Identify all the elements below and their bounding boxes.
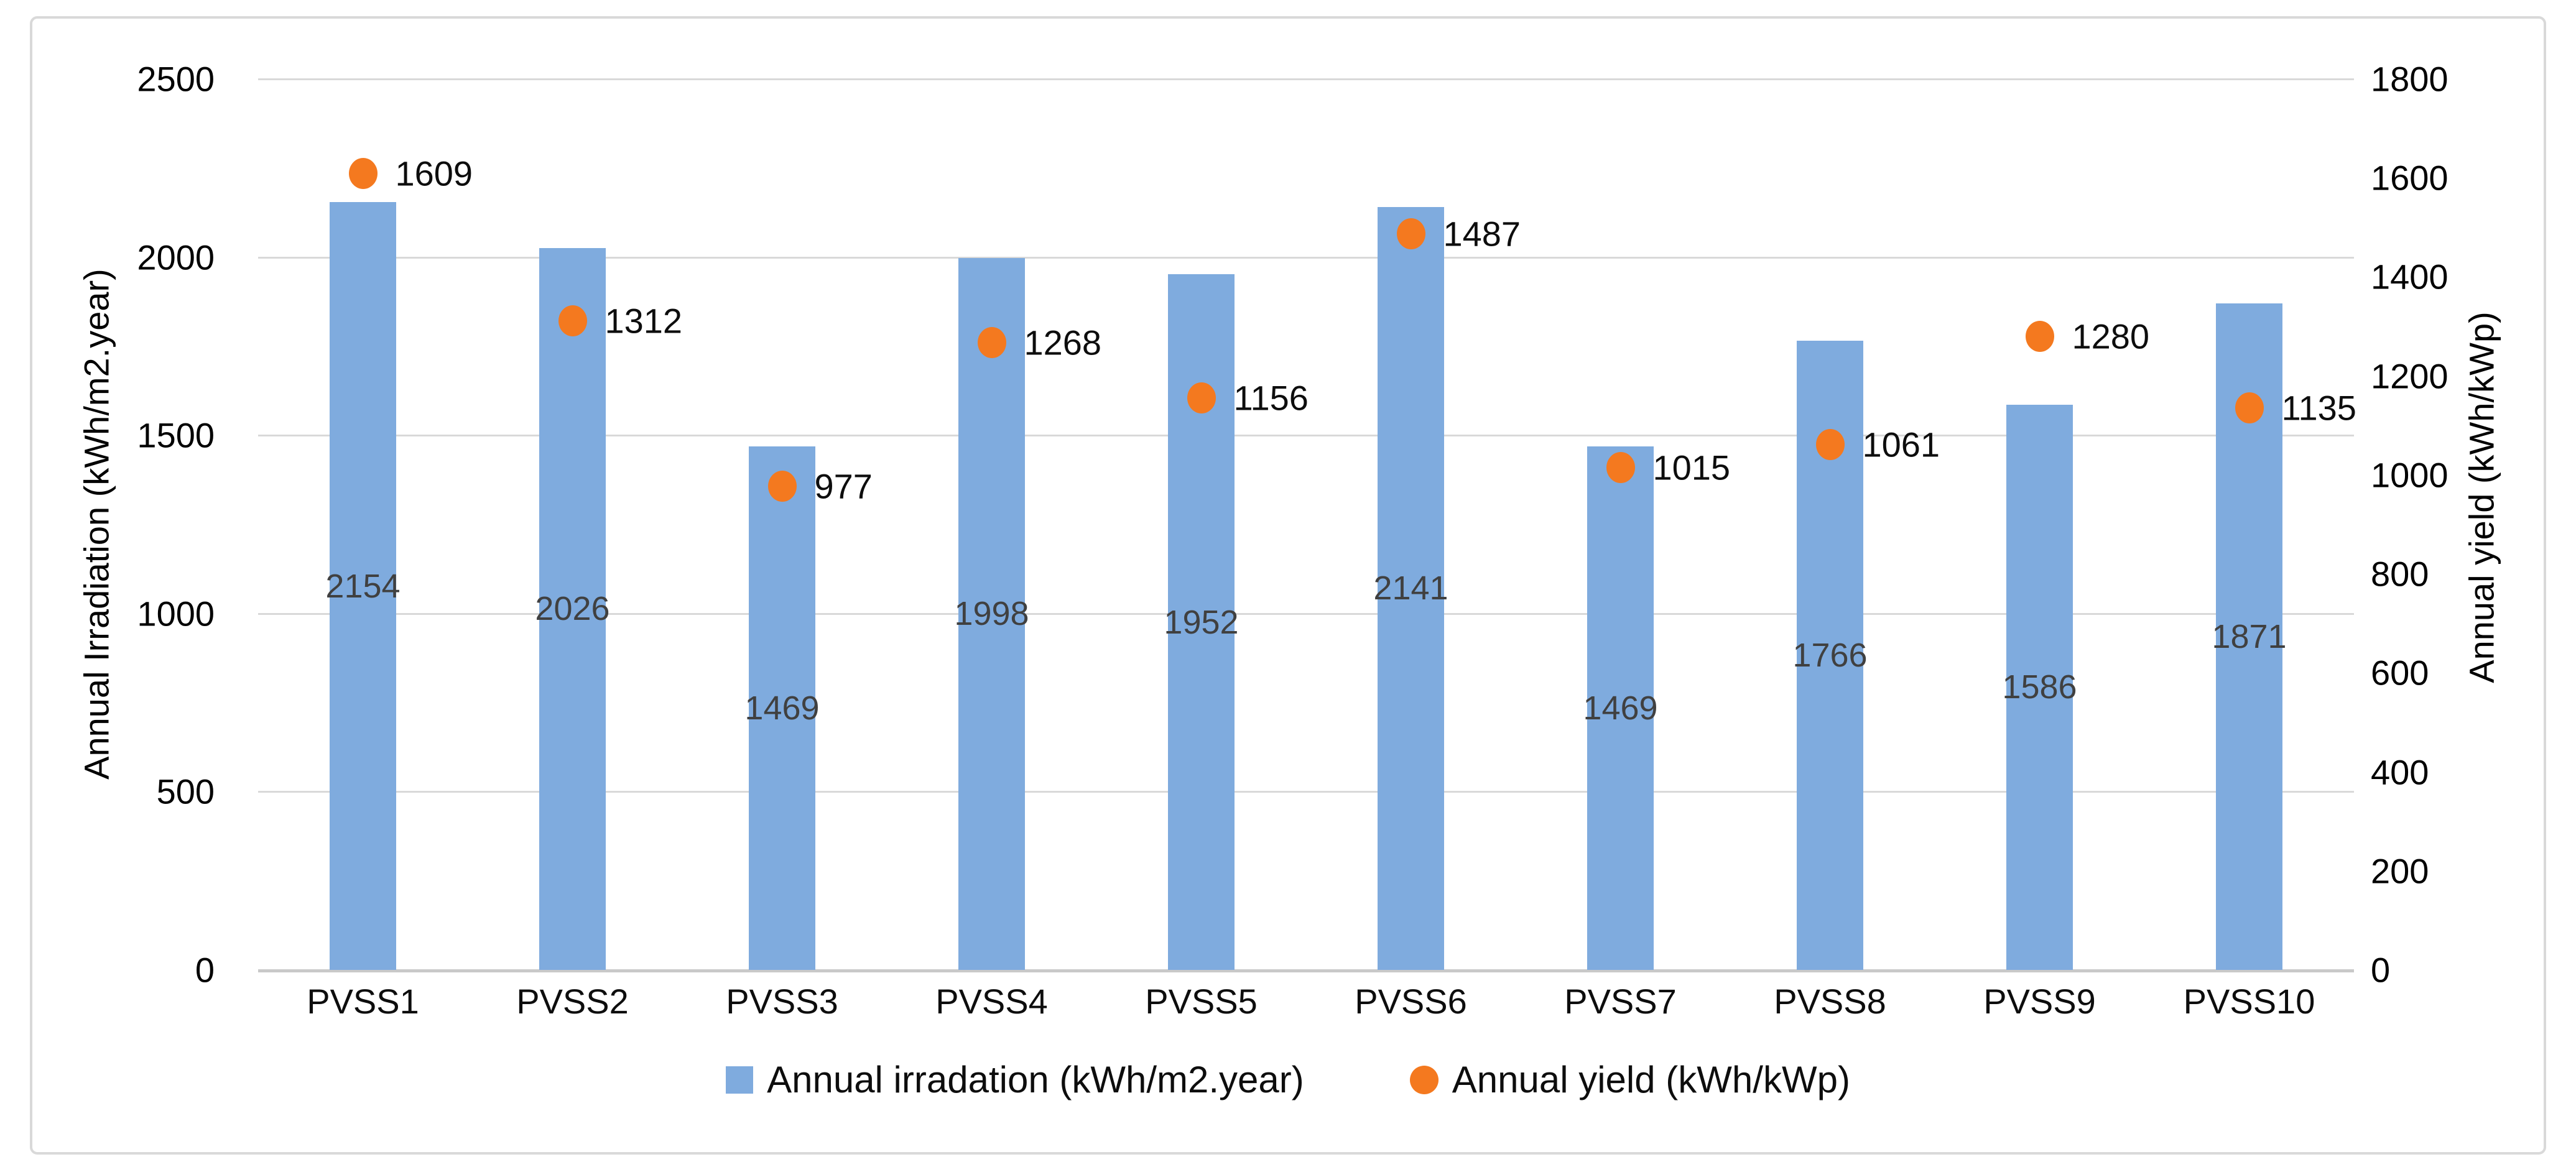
bar-value-label-PVSS2: 2026 — [535, 590, 610, 628]
right-tick-1200: 1200 — [2371, 356, 2449, 396]
category-label-PVSS2: PVSS2 — [516, 982, 629, 1021]
yield-marker-PVSS7 — [1606, 451, 1635, 483]
right-tick-600: 600 — [2371, 653, 2429, 693]
category-label-PVSS7: PVSS7 — [1564, 982, 1677, 1021]
yield-value-label-PVSS6: 1487 — [1443, 214, 1521, 254]
yield-value-label-PVSS4: 1268 — [1024, 323, 1102, 362]
legend-label-yield: Annual yield (kWh/kWp) — [1452, 1059, 1850, 1100]
right-tick-400: 400 — [2371, 752, 2429, 792]
yield-value-label-PVSS2: 1312 — [605, 301, 683, 340]
right-tick-1800: 1800 — [2371, 59, 2449, 99]
gridline-500 — [258, 791, 2354, 793]
bar-PVSS1 — [330, 202, 396, 970]
legend-item-irradiation: Annual irradation (kWh/m2.year) — [726, 1058, 1304, 1101]
bar-value-label-PVSS6: 2141 — [1373, 570, 1448, 607]
gridline-2500 — [258, 78, 2354, 80]
left-tick-2000: 2000 — [137, 238, 215, 277]
category-label-PVSS4: PVSS4 — [935, 982, 1048, 1021]
yield-value-label-PVSS3: 977 — [814, 466, 873, 506]
legend-label-irradiation: Annual irradation (kWh/m2.year) — [767, 1059, 1304, 1100]
gridline-2000 — [258, 256, 2354, 259]
right-tick-1600: 1600 — [2371, 158, 2449, 198]
gridline-1500 — [258, 435, 2354, 437]
left-tick-0: 0 — [195, 950, 215, 990]
bar-value-label-PVSS5: 1952 — [1164, 603, 1239, 641]
yield-value-label-PVSS5: 1156 — [1233, 378, 1309, 418]
left-tick-1500: 1500 — [137, 415, 215, 455]
legend-item-yield: Annual yield (kWh/kWp) — [1409, 1058, 1850, 1101]
left-tick-1000: 1000 — [137, 594, 215, 634]
right-tick-1000: 1000 — [2371, 455, 2449, 495]
bar-value-label-PVSS4: 1998 — [954, 595, 1029, 633]
category-label-PVSS8: PVSS8 — [1774, 982, 1886, 1021]
left-tick-2500: 2500 — [137, 59, 215, 99]
yield-marker-PVSS2 — [558, 305, 587, 336]
bar-value-label-PVSS3: 1469 — [744, 689, 820, 727]
bar-value-label-PVSS8: 1766 — [1792, 636, 1868, 674]
bar-value-label-PVSS10: 1871 — [2212, 617, 2287, 655]
category-label-PVSS3: PVSS3 — [726, 982, 838, 1021]
chart-frame-border — [30, 16, 2546, 1155]
yield-marker-PVSS1 — [348, 158, 378, 190]
bar-value-label-PVSS9: 1586 — [2002, 668, 2077, 706]
gridline-0 — [258, 969, 2354, 972]
left-axis-title: Annual Irradiation (kWh/m2.year) — [76, 269, 116, 780]
yield-marker-PVSS3 — [767, 471, 797, 502]
category-label-PVSS5: PVSS5 — [1145, 982, 1258, 1021]
bar-series-swatch-icon — [726, 1066, 754, 1094]
bar-PVSS3 — [749, 446, 815, 970]
bar-PVSS7 — [1587, 446, 1654, 970]
yield-value-label-PVSS7: 1015 — [1652, 448, 1731, 487]
yield-value-label-PVSS1: 1609 — [395, 154, 473, 193]
yield-marker-PVSS9 — [2025, 320, 2054, 352]
bar-PVSS9 — [2006, 404, 2073, 970]
yield-marker-PVSS8 — [1815, 429, 1845, 461]
scatter-series-swatch-icon — [1409, 1065, 1439, 1094]
bar-value-label-PVSS7: 1469 — [1583, 689, 1658, 727]
bar-value-label-PVSS1: 2154 — [325, 567, 401, 605]
yield-value-label-PVSS9: 1280 — [2072, 316, 2150, 356]
bar-PVSS2 — [539, 247, 606, 970]
right-tick-1400: 1400 — [2371, 257, 2449, 297]
category-label-PVSS1: PVSS1 — [307, 982, 419, 1021]
legend: Annual irradation (kWh/m2.year) Annual y… — [0, 1058, 2576, 1101]
yield-marker-PVSS5 — [1187, 382, 1216, 413]
category-label-PVSS10: PVSS10 — [2183, 982, 2315, 1021]
yield-marker-PVSS6 — [1396, 218, 1425, 250]
yield-value-label-PVSS8: 1061 — [1862, 425, 1940, 464]
bar-PVSS6 — [1378, 206, 1444, 970]
category-label-PVSS6: PVSS6 — [1355, 982, 1467, 1021]
category-label-PVSS9: PVSS9 — [1983, 982, 2096, 1021]
gridline-1000 — [258, 612, 2354, 615]
yield-marker-PVSS4 — [977, 326, 1006, 358]
left-tick-500: 500 — [156, 772, 215, 811]
right-tick-800: 800 — [2371, 554, 2429, 594]
bar-PVSS4 — [958, 257, 1025, 970]
right-axis-title: Annual yield (kWh/kWp) — [2462, 311, 2501, 683]
right-tick-200: 200 — [2371, 851, 2429, 891]
yield-marker-PVSS10 — [2235, 392, 2264, 424]
right-tick-0: 0 — [2371, 950, 2391, 990]
plot-area — [258, 78, 2354, 972]
yield-value-label-PVSS10: 1135 — [2281, 388, 2356, 428]
